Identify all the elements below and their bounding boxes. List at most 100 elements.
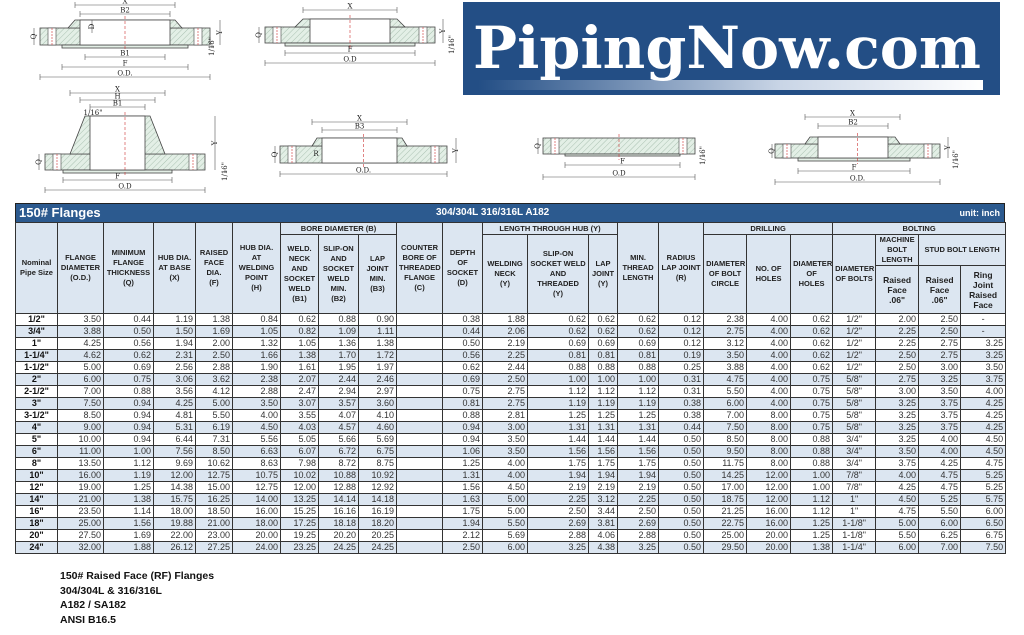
value-cell: 22.00	[153, 529, 196, 542]
value-cell: 5.50	[918, 505, 962, 518]
value-cell: 3.50	[482, 433, 529, 446]
value-cell: 3.00	[875, 385, 920, 398]
value-cell: 0.75	[790, 397, 834, 410]
value-cell: 2.88	[527, 529, 590, 542]
value-cell	[396, 445, 444, 458]
value-cell: 2.07	[280, 373, 319, 386]
value-cell: 1.56	[617, 445, 660, 458]
value-cell: 14.00	[232, 493, 281, 506]
value-cell: 19.00	[57, 481, 104, 494]
value-cell: -	[960, 325, 1007, 338]
value-cell: 1.56	[588, 445, 619, 458]
value-cell: 5.56	[232, 433, 281, 446]
table-title-bar: 150# Flanges 304/304L 316/316L A182 unit…	[15, 203, 1005, 224]
value-cell: 2.50	[195, 349, 233, 362]
value-cell: 10.62	[195, 457, 233, 470]
value-cell: 3.50	[482, 445, 529, 458]
value-cell: 0.88	[527, 361, 590, 374]
value-cell: 1.19	[103, 469, 154, 482]
value-cell: 23.50	[57, 505, 104, 518]
dimension-label: O.D	[343, 56, 357, 64]
value-cell: 1.12	[790, 505, 834, 518]
value-cell: 1.38	[280, 349, 319, 362]
table-row: 24" 32.00 1.88 26.12 27.25 24.00 23.25 24.25 24.…	[15, 541, 1007, 554]
value-cell: 14.25	[703, 469, 748, 482]
value-cell: 0.31	[658, 373, 705, 386]
table-title: 150# Flanges	[19, 205, 101, 220]
value-cell: 12.00	[153, 469, 196, 482]
value-cell: 1.94	[588, 469, 619, 482]
value-cell: 0.90	[357, 313, 398, 326]
value-cell: 20.25	[357, 529, 398, 542]
dimension-label: Y	[216, 30, 224, 36]
value-cell: 7.50	[960, 541, 1007, 554]
value-cell: 5.00	[57, 361, 104, 374]
value-cell: 0.81	[527, 349, 590, 362]
value-cell: 2.56	[153, 361, 196, 374]
value-cell: 4.38	[588, 541, 619, 554]
value-cell: 22.75	[703, 517, 748, 530]
value-cell: 6.00	[918, 517, 962, 530]
value-cell: 0.12	[658, 325, 705, 338]
value-cell: 0.56	[442, 349, 484, 362]
value-cell: 23.25	[280, 541, 319, 554]
value-cell: 0.75	[790, 385, 834, 398]
value-cell: 4.00	[918, 433, 962, 446]
value-cell: 1.75	[588, 457, 619, 470]
value-cell: 0.38	[658, 397, 705, 410]
value-cell: 1.66	[232, 349, 281, 362]
value-cell	[396, 373, 444, 386]
value-cell: 6.50	[960, 517, 1007, 530]
nominal-size-cell: 5"	[15, 433, 58, 446]
unit-label: unit: inch	[959, 208, 1001, 218]
value-cell: 5/8"	[832, 373, 877, 386]
dimension-label: Q	[30, 33, 38, 39]
value-cell: 24.25	[357, 541, 398, 554]
table-row: 10" 16.00 1.19 12.00 12.75 10.75 10.02 10.88 10.…	[15, 469, 1007, 482]
value-cell: 1.38	[103, 493, 154, 506]
value-cell: 1.00	[790, 481, 834, 494]
value-cell: 0.62	[442, 361, 484, 374]
value-cell: 3.00	[918, 361, 962, 374]
value-cell: 6.72	[318, 445, 359, 458]
header-min-flange-thickness: MINIMUM FLANGE THICKNESS (Q)	[103, 222, 154, 314]
value-cell: 0.62	[280, 313, 319, 326]
value-cell: 2.75	[918, 349, 962, 362]
header-bore-lap-joint: LAP JOINT MIN. (B3)	[357, 234, 398, 314]
value-cell: 2.38	[232, 373, 281, 386]
value-cell: 1.97	[357, 361, 398, 374]
value-cell: 18.18	[318, 517, 359, 530]
value-cell: 4.62	[57, 349, 104, 362]
value-cell: 10.02	[280, 469, 319, 482]
value-cell: 29.50	[703, 541, 748, 554]
value-cell: 4.50	[875, 493, 920, 506]
dimension-label: X	[348, 3, 353, 11]
value-cell: 2.38	[703, 313, 748, 326]
value-cell: 11.00	[57, 445, 104, 458]
value-cell: 0.94	[103, 409, 154, 422]
value-cell: 0.84	[232, 313, 281, 326]
value-cell: 3.25	[875, 421, 920, 434]
value-cell: 2.31	[153, 349, 196, 362]
nominal-size-cell: 6"	[15, 445, 58, 458]
value-cell: 1.00	[103, 445, 154, 458]
value-cell: 3.75	[918, 397, 962, 410]
value-cell	[396, 349, 444, 362]
value-cell: 1-1/8"	[832, 517, 877, 530]
value-cell: 3/4"	[832, 433, 877, 446]
value-cell: 19.88	[153, 517, 196, 530]
value-cell: 1.32	[232, 337, 281, 350]
dimension-label: B1	[113, 100, 123, 108]
dimension-label: O.D	[118, 183, 132, 191]
value-cell: 0.82	[280, 325, 319, 338]
value-cell: 12.00	[746, 481, 792, 494]
value-cell: 0.50	[442, 337, 484, 350]
threaded-flange-diagram: X Q Y F O.D 1/16"	[255, 3, 456, 66]
value-cell: 3.75	[875, 457, 920, 470]
value-cell: 0.62	[790, 325, 834, 338]
value-cell: 0.44	[442, 325, 484, 338]
value-cell: 3.25	[960, 349, 1007, 362]
value-cell: 3.50	[703, 349, 748, 362]
header-flange-diameter: FLANGE DIAMETER (O.D.)	[57, 222, 104, 314]
value-cell: 12.88	[318, 481, 359, 494]
